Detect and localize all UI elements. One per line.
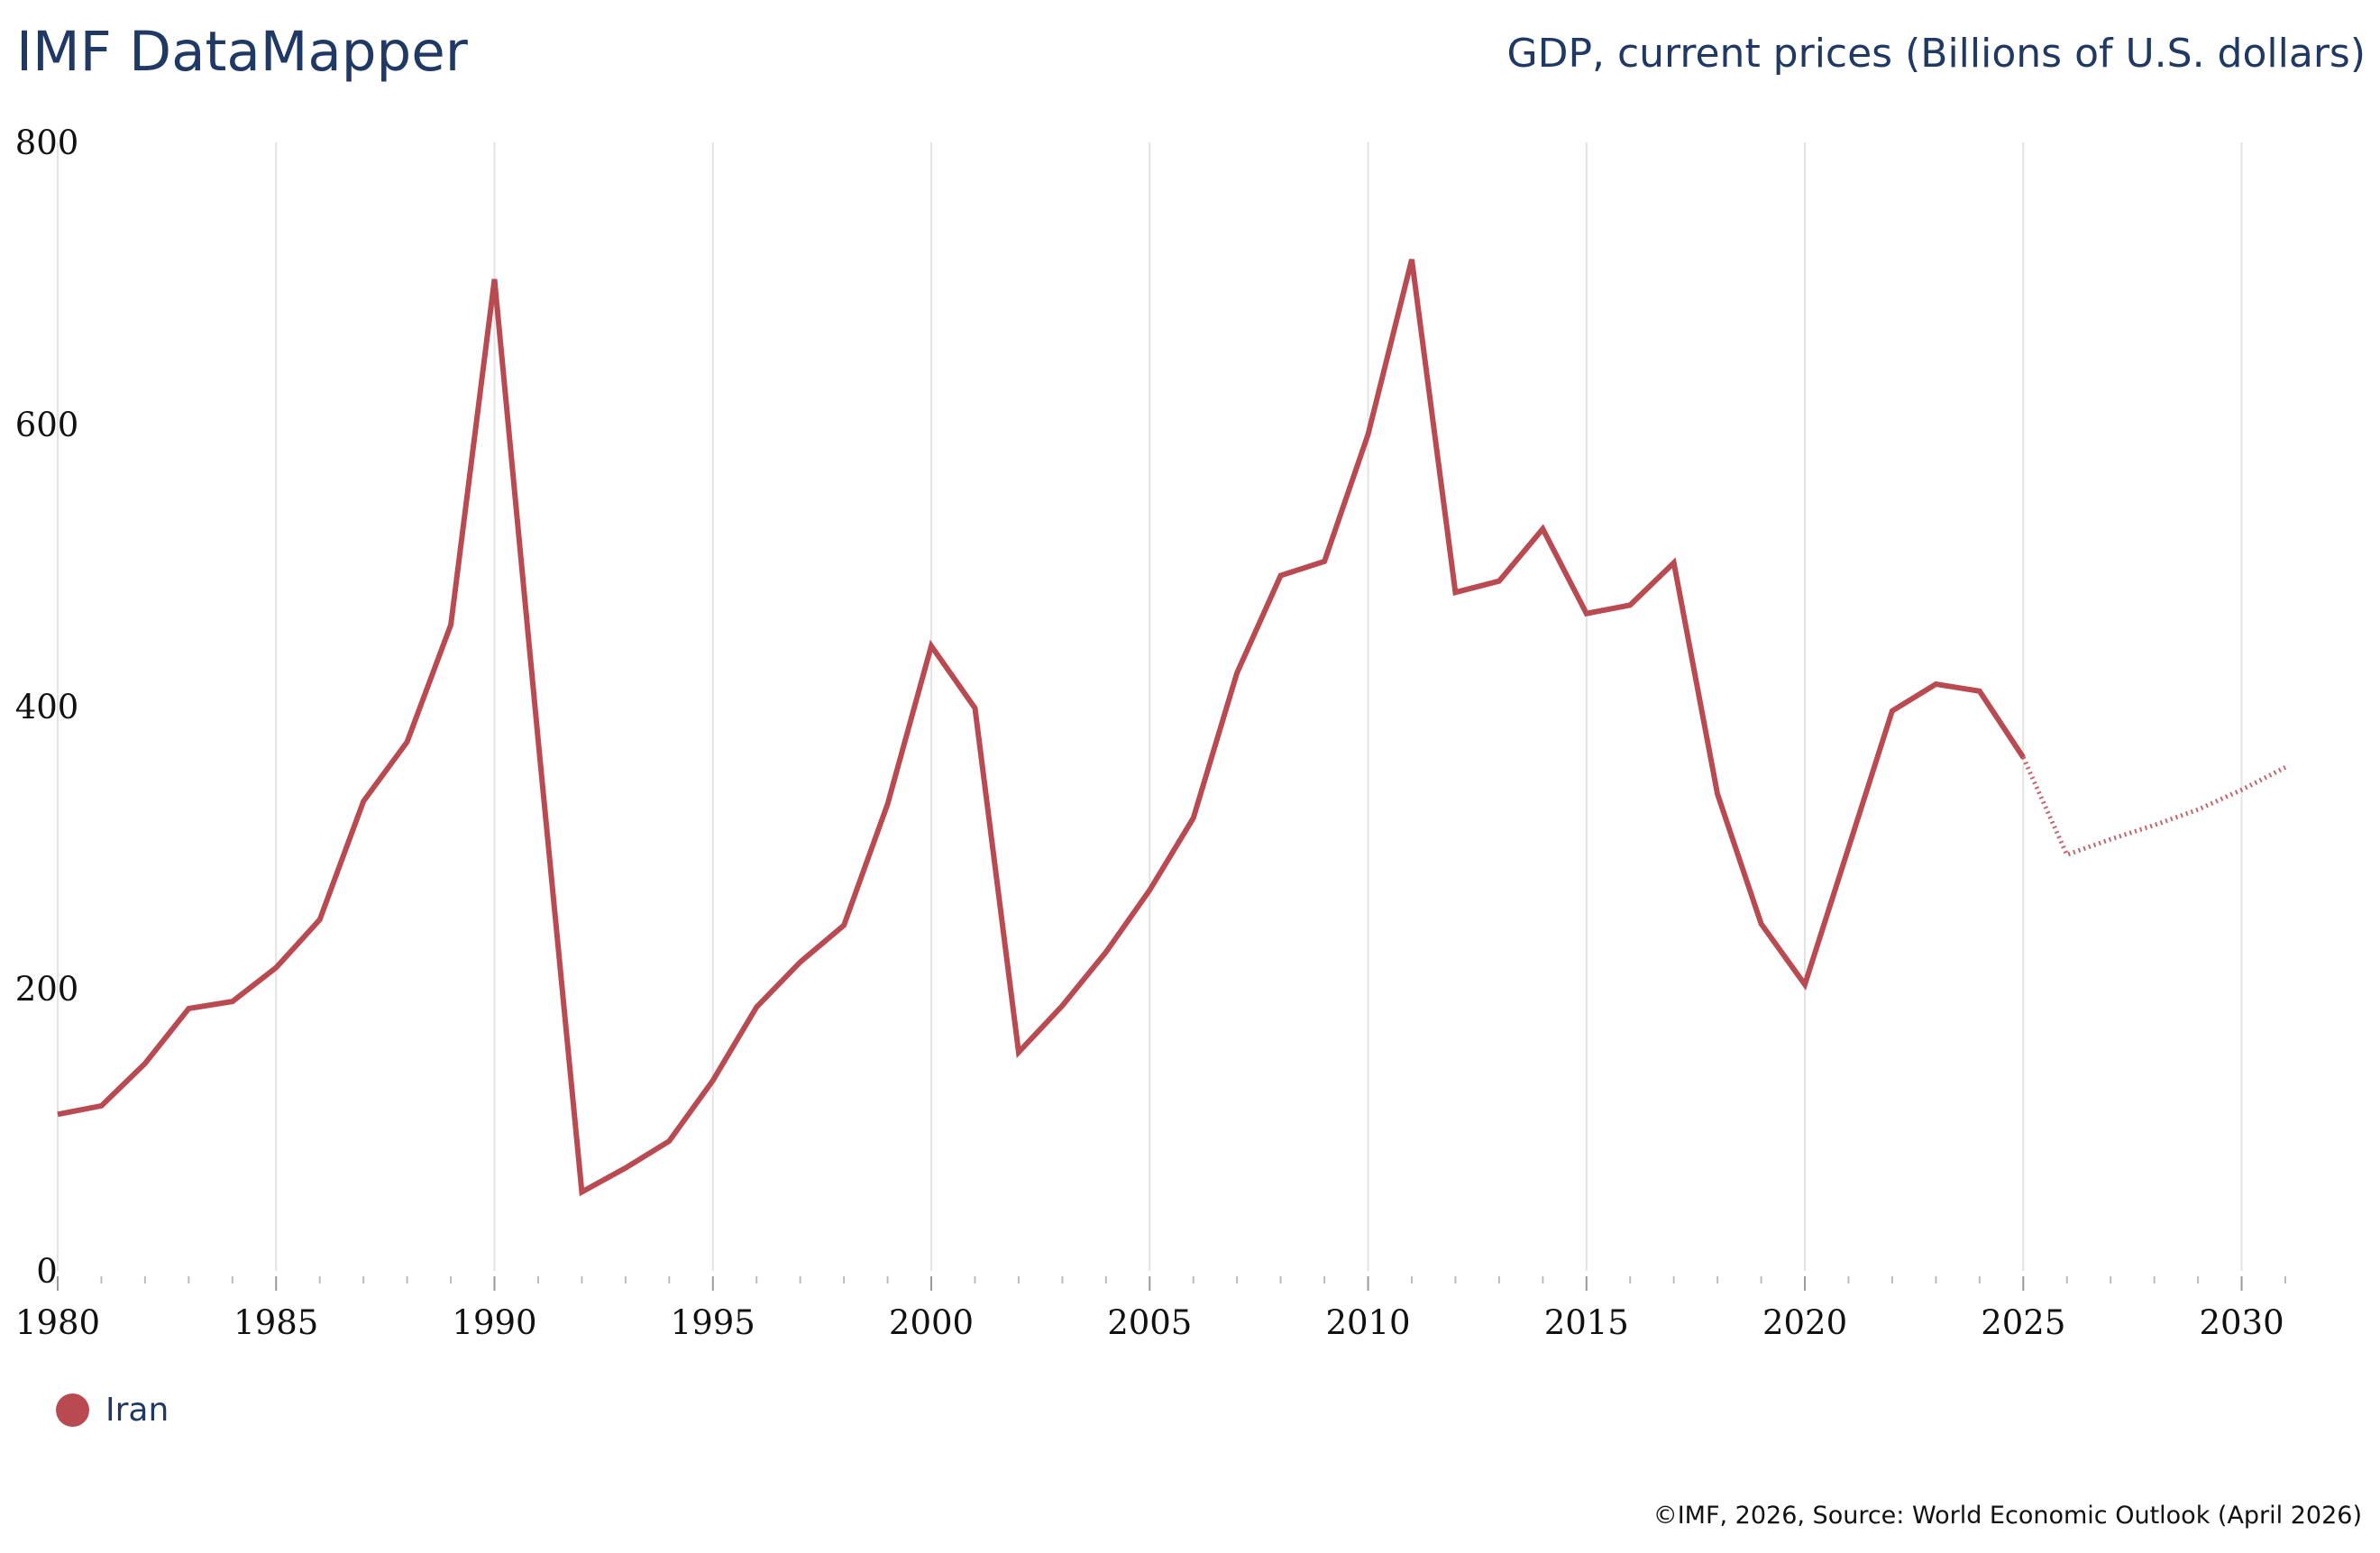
series-line-iran bbox=[57, 259, 2026, 1197]
x-tick-label-2015: 2015 bbox=[1544, 1303, 1629, 1342]
series-layer bbox=[57, 259, 2287, 1197]
x-tick-label-1985: 1985 bbox=[233, 1303, 318, 1342]
series-forecast-line-iran bbox=[2021, 756, 2287, 858]
x-tick-label-2000: 2000 bbox=[889, 1303, 974, 1342]
x-tick-label-2010: 2010 bbox=[1325, 1303, 1410, 1342]
legend-label-iran: Iran bbox=[105, 1392, 169, 1429]
chart-title: GDP, current prices (Billions of U.S. do… bbox=[1506, 31, 2366, 77]
y-tick-label-600: 600 bbox=[15, 406, 79, 444]
y-axis: 0 200 400 600 800 bbox=[15, 123, 79, 1291]
y-tick-label-200: 200 bbox=[15, 970, 79, 1009]
x-tick-label-1980: 1980 bbox=[15, 1303, 100, 1342]
x-tick-label-2020: 2020 bbox=[1762, 1303, 1847, 1342]
legend-marker-iran bbox=[56, 1393, 89, 1427]
legend: Iran bbox=[56, 1392, 169, 1429]
y-tick-label-400: 400 bbox=[15, 688, 79, 726]
x-tick-label-1995: 1995 bbox=[671, 1303, 755, 1342]
y-tick-label-800: 800 bbox=[15, 123, 79, 162]
x-tick-label-2005: 2005 bbox=[1107, 1303, 1192, 1342]
x-tick-label-2025: 2025 bbox=[1981, 1303, 2065, 1342]
x-tick-label-1990: 1990 bbox=[452, 1303, 536, 1342]
x-axis: 1980 1985 1990 1995 2000 2005 2010 2015 2020 2025… bbox=[15, 1276, 2286, 1342]
y-tick-label-0: 0 bbox=[36, 1252, 58, 1291]
grid-lines bbox=[57, 142, 2243, 1271]
footer-credit: ©IMF, 2026, Source: World Economic Outlo… bbox=[1652, 1502, 2362, 1530]
x-tick-label-2030: 2030 bbox=[2199, 1303, 2284, 1342]
app-title: IMF DataMapper bbox=[16, 20, 468, 84]
